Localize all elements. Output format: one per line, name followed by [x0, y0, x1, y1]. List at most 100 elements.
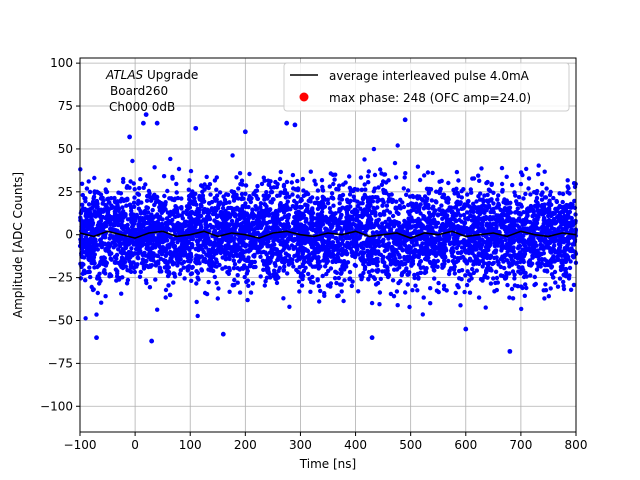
- scatter-point: [526, 246, 532, 251]
- scatter-point: [109, 196, 114, 201]
- scatter-point: [166, 270, 172, 275]
- scatter-point: [300, 263, 305, 269]
- scatter-point: [251, 215, 256, 221]
- scatter-point: [114, 208, 120, 213]
- scatter-point: [197, 196, 202, 202]
- scatter-point: [284, 179, 290, 185]
- scatter-point: [257, 238, 262, 244]
- scatter-point: [105, 210, 111, 215]
- scatter-point: [242, 274, 247, 280]
- scatter-point: [210, 211, 216, 217]
- scatter-point: [476, 173, 481, 178]
- scatter-point: [446, 271, 452, 277]
- scatter-point: [199, 203, 204, 209]
- scatter-point: [505, 282, 510, 288]
- scatter-point: [210, 268, 215, 273]
- scatter-point: [380, 239, 385, 244]
- scatter-point: [290, 172, 296, 178]
- scatter-point: [151, 220, 157, 226]
- scatter-point: [553, 280, 558, 285]
- scatter-point: [100, 201, 105, 206]
- scatter-point: [519, 204, 524, 209]
- scatter-point: [198, 213, 204, 219]
- scatter-point: [380, 203, 385, 208]
- scatter-point: [94, 201, 99, 207]
- scatter-point: [452, 238, 458, 243]
- scatter-point: [523, 282, 528, 287]
- scatter-point: [270, 211, 276, 216]
- scatter-point: [261, 193, 266, 198]
- scatter-point: [123, 243, 128, 249]
- scatter-point: [261, 267, 266, 272]
- scatter-point: [202, 290, 208, 296]
- scatter-point: [328, 266, 334, 271]
- scatter-point: [541, 251, 546, 256]
- scatter-point: [301, 258, 307, 264]
- scatter-point: [453, 290, 458, 296]
- scatter-point: [309, 225, 315, 230]
- scatter-point: [367, 261, 372, 267]
- scatter-point: [349, 250, 354, 255]
- scatter-point: [150, 207, 155, 213]
- scatter-point: [334, 245, 339, 250]
- scatter-point: [353, 223, 358, 228]
- scatter-point: [512, 276, 517, 281]
- scatter-point: [266, 193, 272, 199]
- scatter-point: [392, 267, 397, 272]
- scatter-point: [526, 186, 531, 191]
- scatter-point: [179, 196, 184, 201]
- scatter-point: [165, 243, 170, 248]
- scatter-point: [200, 189, 205, 194]
- scatter-point: [465, 192, 470, 197]
- scatter-point: [464, 282, 470, 288]
- scatter-point: [386, 178, 391, 183]
- scatter-point: [87, 189, 93, 195]
- scatter-point: [519, 267, 524, 272]
- scatter-point: [477, 178, 482, 183]
- scatter-point: [393, 205, 398, 210]
- scatter-point: [342, 278, 347, 283]
- scatter-point: [80, 246, 85, 252]
- scatter-point: [202, 182, 207, 187]
- scatter-point: [539, 192, 544, 197]
- scatter-point: [276, 257, 281, 262]
- scatter-point: [439, 211, 444, 217]
- scatter-point: [316, 266, 321, 271]
- scatter-point: [479, 216, 484, 221]
- scatter-point: [194, 238, 200, 244]
- scatter-point: [458, 200, 463, 205]
- scatter-point: [279, 234, 284, 239]
- scatter-point: [149, 196, 154, 201]
- scatter-point: [254, 188, 260, 193]
- scatter-point: [168, 156, 173, 162]
- scatter-point: [303, 208, 308, 214]
- scatter-point: [186, 240, 191, 245]
- scatter-point: [294, 200, 299, 206]
- scatter-point: [394, 241, 399, 247]
- scatter-point: [398, 197, 403, 202]
- scatter-point: [174, 190, 179, 195]
- scatter-point: [296, 254, 301, 259]
- scatter-point: [560, 260, 566, 265]
- scatter-point: [459, 249, 464, 255]
- scatter-point: [539, 197, 545, 202]
- scatter-point: [170, 197, 175, 202]
- scatter-point: [478, 243, 483, 248]
- scatter-point: [401, 186, 406, 191]
- scatter-point: [259, 181, 265, 187]
- scatter-point: [201, 217, 207, 222]
- scatter-point: [210, 207, 216, 213]
- scatter-point: [394, 289, 400, 294]
- scatter-point: [91, 194, 97, 199]
- scatter-point: [530, 261, 535, 266]
- scatter-point: [441, 283, 447, 288]
- scatter-point: [410, 288, 415, 293]
- scatter-point: [415, 288, 420, 293]
- scatter-point: [333, 236, 338, 241]
- scatter-point: [313, 182, 318, 187]
- scatter-point: [155, 220, 161, 225]
- scatter-point: [521, 274, 527, 280]
- scatter-point: [431, 204, 436, 209]
- scatter-point: [536, 226, 541, 231]
- scatter-point: [515, 206, 520, 211]
